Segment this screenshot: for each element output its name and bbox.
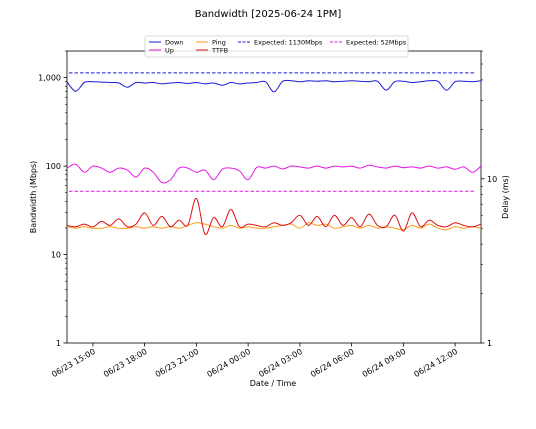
series-line-down xyxy=(66,79,482,93)
x-tick-label: 06/23 18:00 xyxy=(102,347,149,379)
x-tick-label: 06/24 03:00 xyxy=(257,347,304,379)
plot-frame xyxy=(66,50,482,344)
series-line-ttfb xyxy=(66,197,482,235)
y2-tick-label: 10 xyxy=(487,175,497,184)
y-tick-label: 10 xyxy=(51,251,61,260)
legend-label: Expected: 1130Mbps xyxy=(254,39,323,47)
x-tick-label: 06/24 09:00 xyxy=(361,347,408,379)
x-tick-label: 06/23 21:00 xyxy=(154,347,201,379)
y-axis-label: Bandwidth (Mbps) xyxy=(29,161,38,234)
x-tick-label: 06/24 00:00 xyxy=(205,347,252,379)
legend-label: Expected: 52Mbps xyxy=(346,39,407,47)
y-tick-label: 100 xyxy=(46,162,61,171)
x-tick-label: 06/23 15:00 xyxy=(50,347,97,379)
legend-label: Down xyxy=(165,39,183,47)
y-tick-label: 1,000 xyxy=(38,74,61,83)
legend-box xyxy=(144,35,409,58)
x-axis-label: Date / Time xyxy=(250,379,297,388)
series-line-ping xyxy=(66,222,482,231)
legend-label: Ping xyxy=(212,39,226,47)
legend-label: TTFB xyxy=(211,47,228,55)
series-line-up xyxy=(66,163,482,184)
x-tick-label: 06/24 12:00 xyxy=(412,347,459,379)
y2-axis-label: Delay (ms) xyxy=(501,175,510,219)
x-tick-label: 06/24 06:00 xyxy=(309,347,356,379)
y-tick-label: 1 xyxy=(56,339,61,348)
legend-label: Up xyxy=(165,47,174,55)
y2-tick-label: 1 xyxy=(487,339,492,348)
chart-title: Bandwidth [2025-06-24 1PM] xyxy=(195,9,342,20)
